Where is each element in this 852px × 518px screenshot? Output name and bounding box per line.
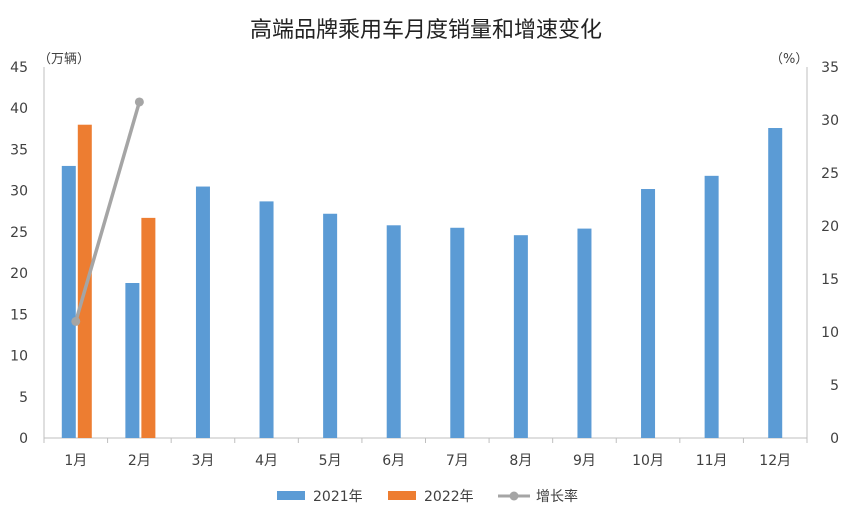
left-axis-tick-label: 0 <box>19 431 28 447</box>
bar-2021年-8月 <box>513 235 528 438</box>
legend-label: 增长率 <box>536 488 578 505</box>
bar-2021年-2月 <box>125 283 140 438</box>
left-axis-tick-label: 35 <box>10 142 28 158</box>
x-axis-tick-label: 3月 <box>191 453 214 469</box>
bar-2021年-9月 <box>577 228 592 438</box>
left-axis-tick-label: 10 <box>10 349 28 365</box>
legend-label: 2022年 <box>424 489 474 505</box>
bar-2021年-4月 <box>259 201 274 438</box>
bars <box>61 124 783 438</box>
bar-2021年-7月 <box>450 227 465 438</box>
x-axis-tick-label: 6月 <box>382 453 405 469</box>
bar-2021年-11月 <box>704 175 719 438</box>
chart-title: 高端品牌乘用车月度销量和增速变化 <box>250 18 602 43</box>
legend: 2021年 2022年 增长率 <box>277 488 578 505</box>
x-axis-tick-label: 5月 <box>319 453 342 469</box>
growth-line-layer <box>71 97 144 326</box>
left-axis-unit: （万辆） <box>38 52 90 67</box>
right-axis-tick-label: 35 <box>821 60 839 76</box>
left-axis-tick-label: 30 <box>10 184 28 200</box>
x-axis-tick-label: 8月 <box>509 453 532 469</box>
axes: 0 5 10 15 20 25 30 35 40 45 0 5 10 15 20 25 30 35 1月 2月 3月 4月… <box>10 60 839 469</box>
growth-rate-line <box>74 101 142 322</box>
left-axis-tick-label: 5 <box>19 390 28 406</box>
legend-label: 2021年 <box>313 489 363 505</box>
x-axis-tick-label: 11月 <box>696 453 728 469</box>
legend-swatch-2021年 <box>277 491 305 500</box>
bar-2021年-6月 <box>386 225 401 438</box>
right-axis-tick-label: 25 <box>821 166 839 182</box>
bar-2022年-1月 <box>77 124 92 438</box>
left-axis-tick-label: 20 <box>10 266 28 282</box>
x-axis-tick-label: 12月 <box>759 453 791 469</box>
right-axis-tick-label: 10 <box>821 325 839 341</box>
x-axis-tick-label: 9月 <box>573 453 596 469</box>
right-axis-tick-label: 5 <box>830 378 839 394</box>
growth-rate-point-1 <box>71 316 81 326</box>
bar-2021年-5月 <box>323 213 338 438</box>
bar-2021年-3月 <box>195 186 210 438</box>
left-axis-tick-label: 45 <box>10 60 28 76</box>
right-axis-tick-label: 20 <box>821 219 839 235</box>
bar-2021年-10月 <box>641 189 656 438</box>
legend-swatch-marker <box>509 491 519 501</box>
bar-2021年-1月 <box>61 165 76 438</box>
left-axis-tick-label: 25 <box>10 225 28 241</box>
right-axis-unit: （%） <box>770 52 808 67</box>
bar-2021年-12月 <box>768 128 783 438</box>
x-axis-tick-label: 7月 <box>446 453 469 469</box>
x-axis-tick-label: 10月 <box>632 453 664 469</box>
legend-swatch-2022年 <box>388 491 416 500</box>
left-axis-tick-label: 40 <box>10 101 28 117</box>
left-axis-tick-label: 15 <box>10 307 28 323</box>
right-axis-tick-label: 15 <box>821 272 839 288</box>
x-axis-tick-label: 1月 <box>64 453 87 469</box>
right-axis-tick-label: 0 <box>830 431 839 447</box>
x-axis-tick-label: 4月 <box>255 453 278 469</box>
growth-rate-point-2 <box>134 97 144 107</box>
right-axis-tick-label: 30 <box>821 113 839 129</box>
bar-2022年-2月 <box>141 217 156 438</box>
x-axis-tick-label: 2月 <box>128 453 151 469</box>
